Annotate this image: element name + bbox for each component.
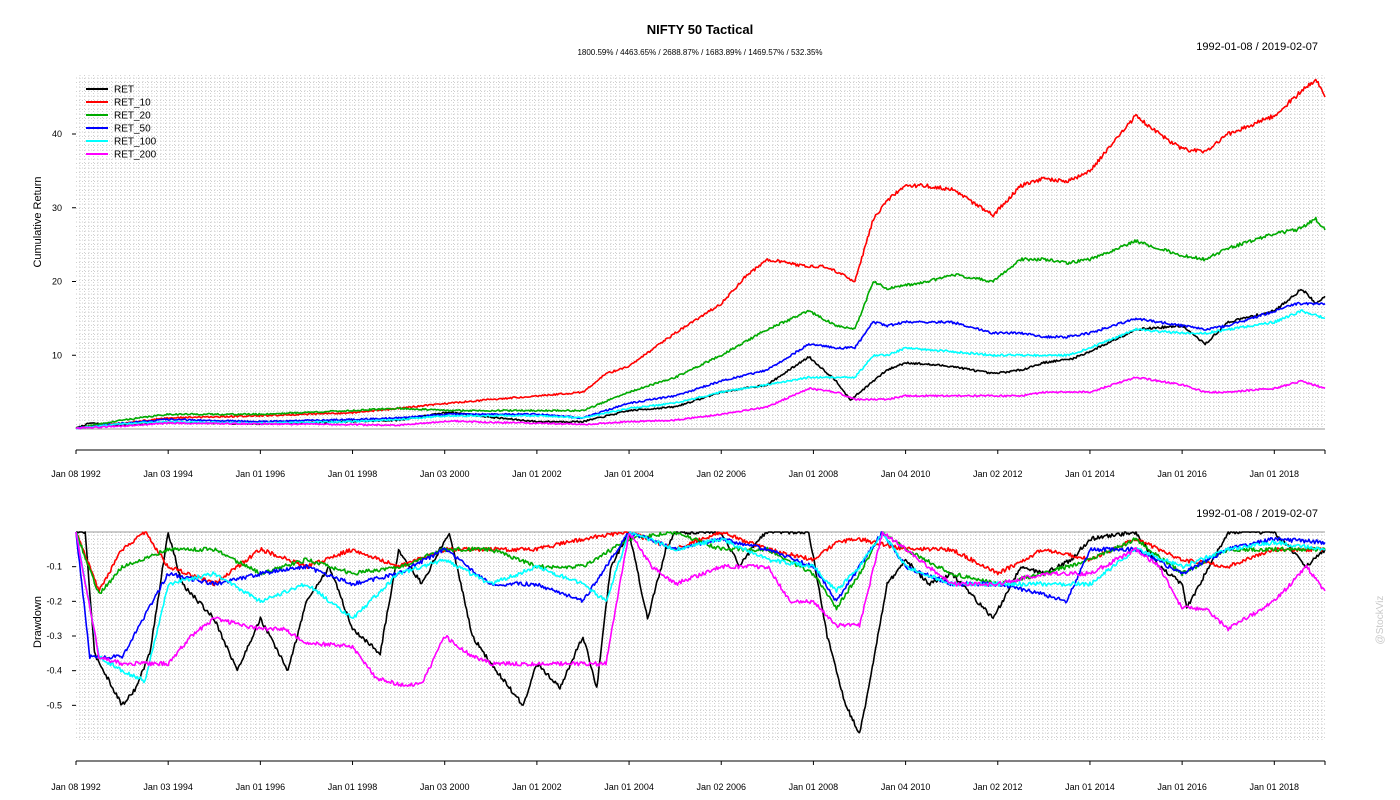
x-tick-label: Jan 01 2018 <box>1250 782 1300 792</box>
series-line-ret <box>76 531 1326 734</box>
x-tick-label: Jan 01 2008 <box>789 782 839 792</box>
y-tick-label: 20 <box>52 277 62 287</box>
legend-label: RET_100 <box>114 137 157 148</box>
x-tick-label: Jan 03 1994 <box>143 469 193 479</box>
series-line-ret-20 <box>75 216 1326 430</box>
series-line-ret-100 <box>75 308 1326 430</box>
top-date-range: 1992-01-08 / 2019-02-07 <box>1196 41 1318 53</box>
y-tick-label: 40 <box>52 129 62 139</box>
legend-label: RET_200 <box>114 150 157 161</box>
x-tick-label: Jan 08 1992 <box>51 782 101 792</box>
bottom-y-axis-label: Drawdown <box>32 596 44 648</box>
x-tick-label: Jan 01 1998 <box>328 782 378 792</box>
y-tick-label: -0.2 <box>46 596 62 606</box>
x-tick-label: Jan 02 2006 <box>696 469 746 479</box>
y-tick-label: 10 <box>52 350 62 360</box>
watermark: @StockViz <box>1375 596 1386 645</box>
top-y-axis-label: Cumulative Return <box>32 176 44 267</box>
x-tick-label: Jan 04 2010 <box>881 782 931 792</box>
chart-title: NIFTY 50 Tactical <box>647 22 753 37</box>
legend-label: RET_10 <box>114 98 151 109</box>
x-tick-label: Jan 03 1994 <box>143 782 193 792</box>
top-plot-area: 10 20 30 40 Jan 08 1992 Jan 03 1994 Jan 01 199… <box>51 75 1326 479</box>
x-tick-label: Jan 01 1996 <box>236 782 286 792</box>
x-tick-label: Jan 01 2018 <box>1250 469 1300 479</box>
bottom-plot-area: -0.1 -0.2 -0.3 -0.4 -0.5 Jan 08 1992 Jan 03 19… <box>46 531 1326 792</box>
x-tick-label: Jan 01 2004 <box>604 469 654 479</box>
x-tick-label: Jan 04 2010 <box>881 469 931 479</box>
legend: RET RET_10 RET_20 RET_50 RET_100 RET_200 <box>86 85 157 161</box>
x-tick-label: Jan 01 2002 <box>512 782 562 792</box>
x-tick-label: Jan 01 2016 <box>1157 782 1207 792</box>
series-line-ret-100 <box>75 531 1326 684</box>
x-tick-label: Jan 01 2004 <box>604 782 654 792</box>
grid <box>76 532 1325 740</box>
legend-label: RET_20 <box>114 111 151 122</box>
y-tick-label: 30 <box>52 203 62 213</box>
x-tick-label: Jan 03 2000 <box>420 782 470 792</box>
x-tick-label: Jan 01 2016 <box>1157 469 1207 479</box>
series-line-ret-200 <box>75 531 1326 688</box>
x-tick-label: Jan 01 2014 <box>1065 469 1115 479</box>
legend-label: RET <box>114 85 134 96</box>
grid <box>76 75 1325 429</box>
y-tick-label: -0.5 <box>46 700 62 710</box>
bottom-date-range: 1992-01-08 / 2019-02-07 <box>1196 508 1318 520</box>
y-tick-label: -0.3 <box>46 631 62 641</box>
x-tick-label: Jan 01 2008 <box>789 469 839 479</box>
x-tick-label: Jan 08 1992 <box>51 469 101 479</box>
x-tick-label: Jan 01 1998 <box>328 469 378 479</box>
series-line-ret-50 <box>75 301 1326 430</box>
series-line-ret-50 <box>75 531 1326 660</box>
x-tick-label: Jan 02 2006 <box>696 782 746 792</box>
x-tick-label: Jan 02 2012 <box>973 469 1023 479</box>
y-tick-label: -0.1 <box>46 562 62 572</box>
legend-label: RET_50 <box>114 124 151 135</box>
y-tick-label: -0.4 <box>46 666 62 676</box>
x-tick-label: Jan 02 2012 <box>973 782 1023 792</box>
chart-subtitle: 1800.59% / 4463.65% / 2688.87% / 1683.89… <box>577 48 822 57</box>
x-tick-label: Jan 01 2014 <box>1065 782 1115 792</box>
x-tick-label: Jan 01 2002 <box>512 469 562 479</box>
series-line-ret-200 <box>75 376 1326 430</box>
series-line-ret-10 <box>75 78 1326 430</box>
series-line-ret <box>75 288 1326 430</box>
x-tick-label: Jan 01 1996 <box>236 469 286 479</box>
x-tick-label: Jan 03 2000 <box>420 469 470 479</box>
